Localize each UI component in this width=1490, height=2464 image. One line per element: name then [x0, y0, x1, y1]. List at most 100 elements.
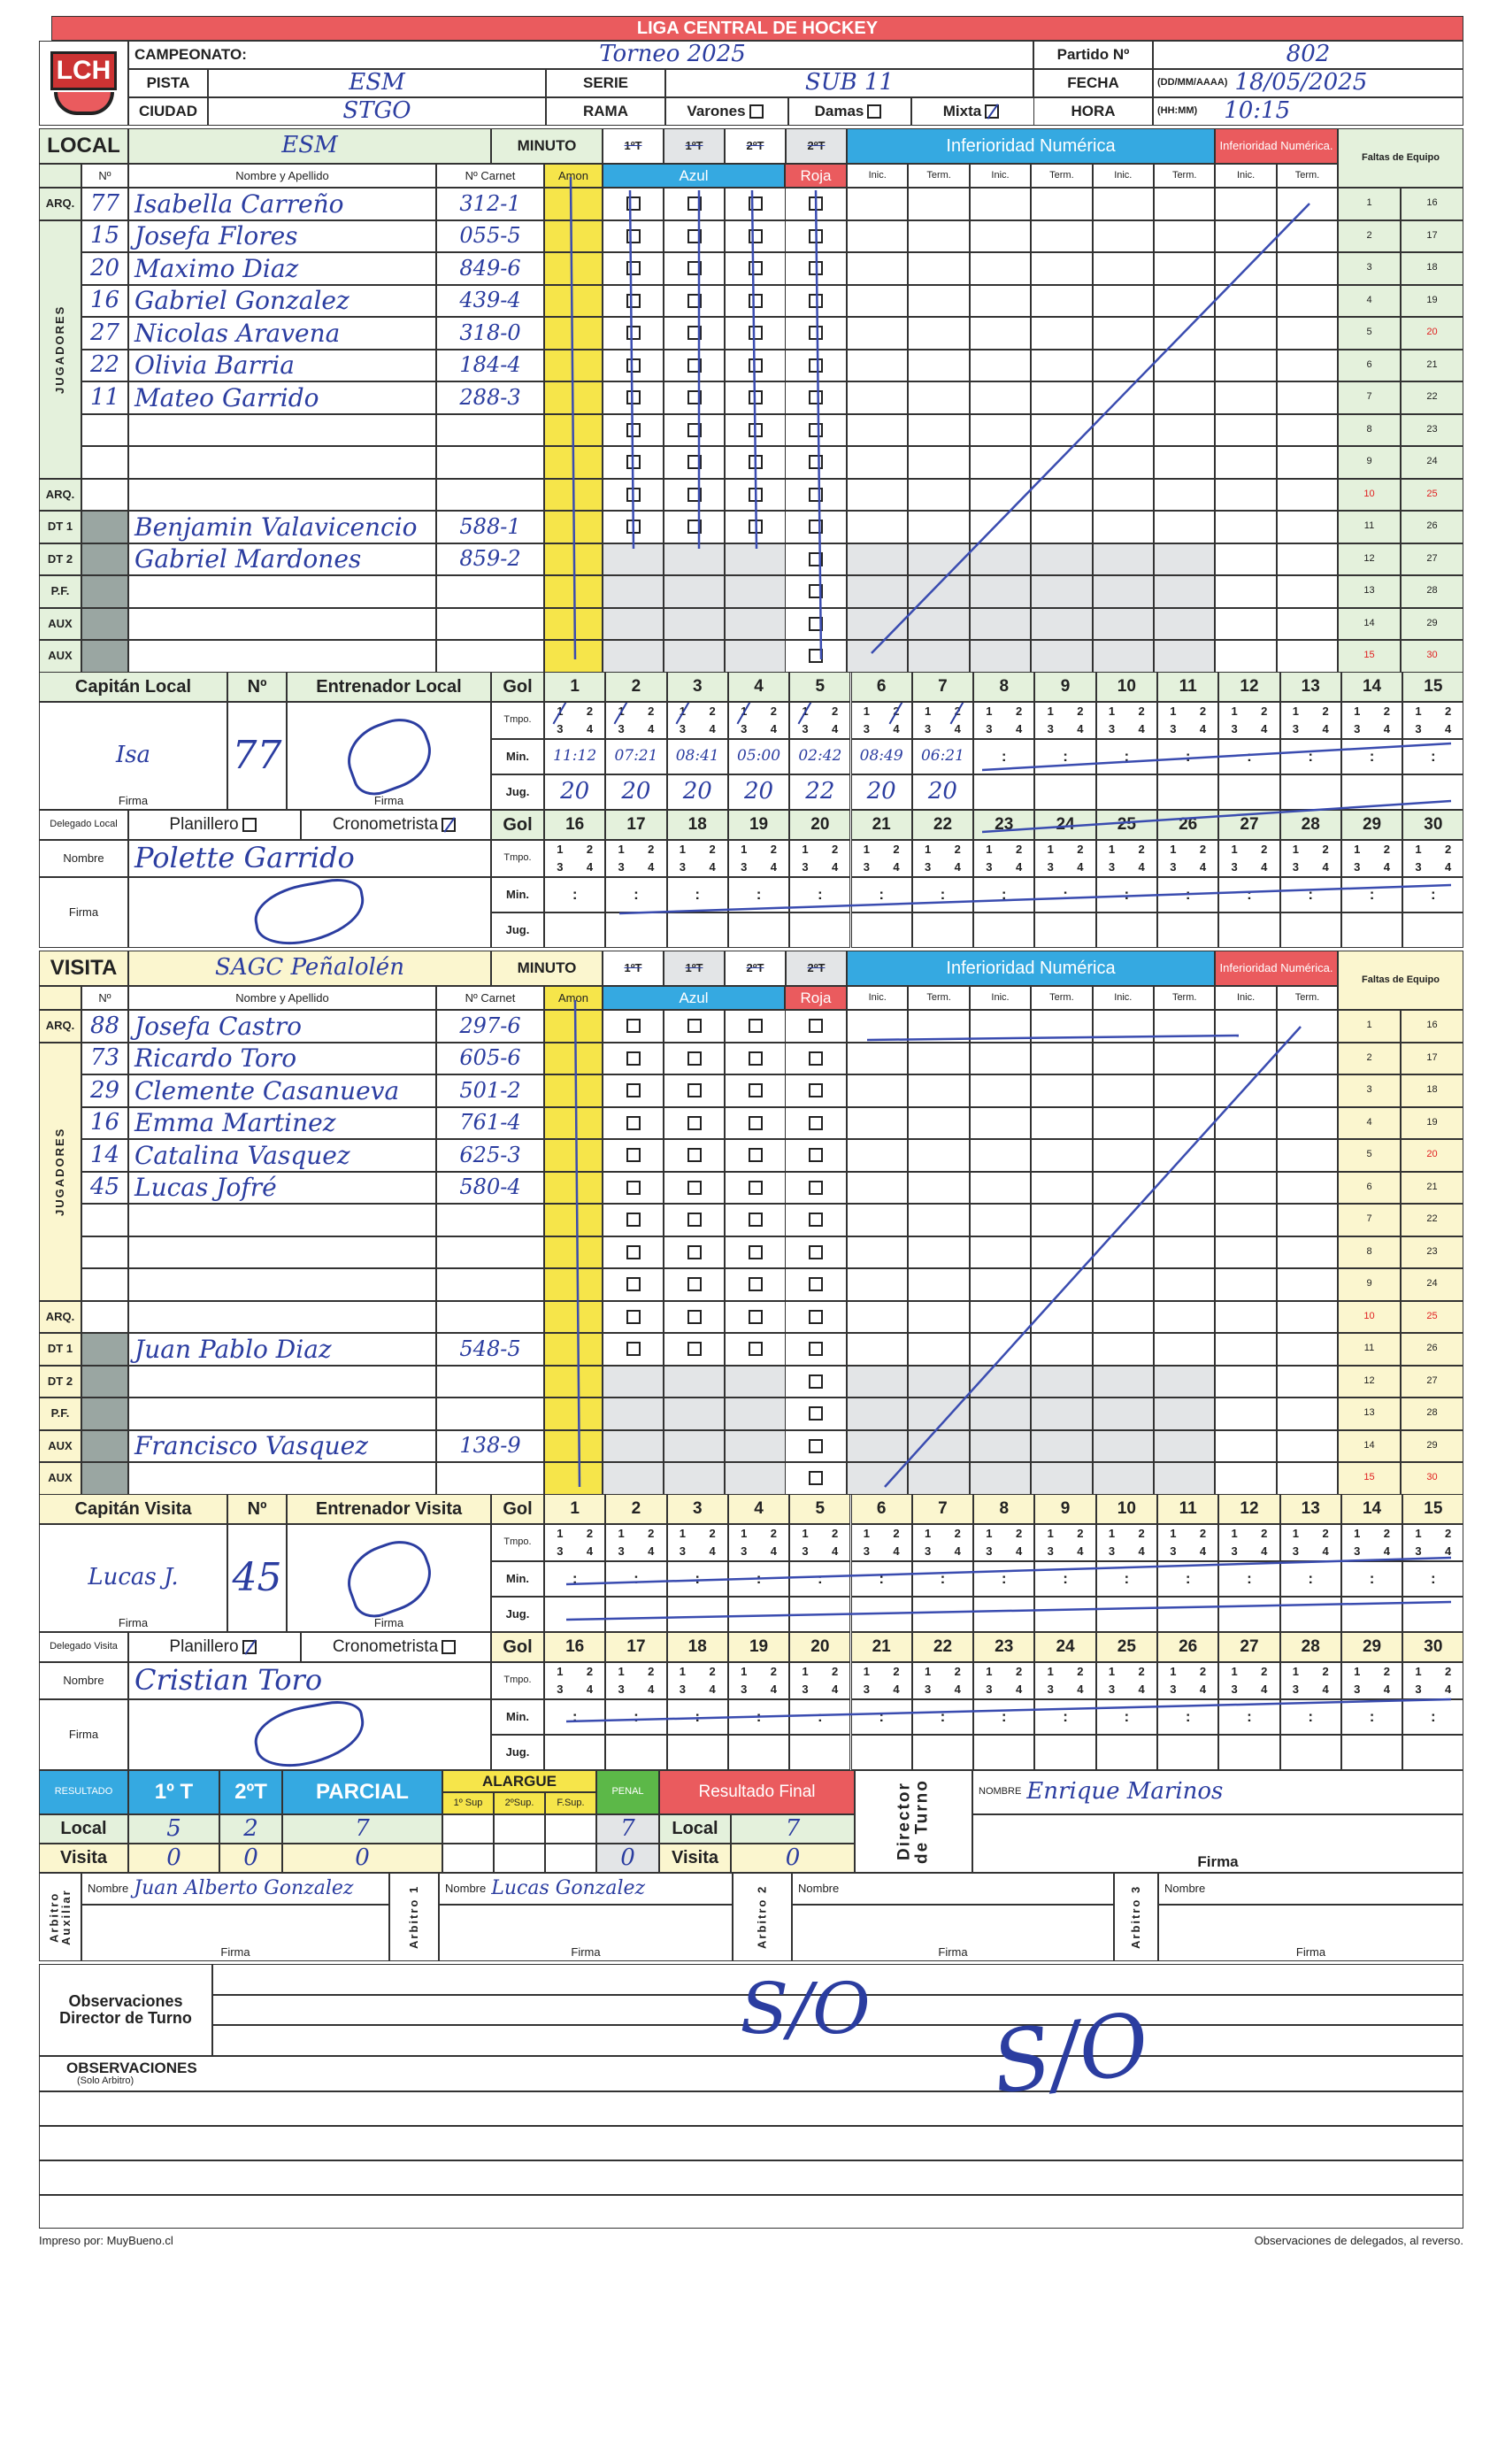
inferioridad-cell[interactable]: [1215, 1333, 1277, 1366]
inferioridad-cell[interactable]: [1276, 478, 1339, 511]
inferioridad-cell[interactable]: [908, 1268, 970, 1301]
inferioridad-cell[interactable]: [1031, 1462, 1093, 1495]
period-option[interactable]: 4: [770, 1544, 777, 1559]
amonestacion-cell[interactable]: [544, 640, 603, 673]
inferioridad-cell[interactable]: [1092, 1074, 1154, 1107]
referee-signature[interactable]: Firma: [439, 1905, 733, 1961]
team-foul-number[interactable]: 25: [1401, 478, 1463, 511]
azul-checkbox[interactable]: [687, 390, 702, 405]
period-option[interactable]: 3: [1170, 1544, 1177, 1559]
period-option[interactable]: 3: [741, 1682, 748, 1697]
azul-cell[interactable]: [725, 413, 786, 446]
inferioridad-cell[interactable]: [908, 1139, 970, 1172]
period-option[interactable]: 1: [557, 1665, 564, 1679]
hora-field[interactable]: (HH:MM) 10:15: [1153, 97, 1463, 126]
inferioridad-cell[interactable]: [1154, 1106, 1216, 1139]
period-option[interactable]: 3: [925, 860, 932, 874]
azul-cell[interactable]: [664, 1204, 725, 1236]
period-option[interactable]: 4: [832, 860, 839, 874]
goal-player[interactable]: [1095, 912, 1157, 948]
azul-cell[interactable]: [603, 478, 664, 511]
amonestacion-cell[interactable]: [544, 1171, 603, 1204]
team-foul-number[interactable]: 11: [1338, 1333, 1401, 1366]
inferioridad-cell[interactable]: [969, 575, 1032, 608]
period-option[interactable]: 2: [770, 843, 777, 857]
amonestacion-cell[interactable]: [544, 607, 603, 640]
team-foul-number[interactable]: 17: [1401, 1042, 1463, 1074]
visita-t2-score[interactable]: 0: [219, 1844, 282, 1873]
inferioridad-cell[interactable]: [1215, 284, 1277, 317]
period-option[interactable]: 1: [618, 843, 625, 857]
inferioridad-cell[interactable]: [1092, 1462, 1154, 1495]
inferioridad-cell[interactable]: [1031, 478, 1093, 511]
amonestacion-cell[interactable]: [544, 413, 603, 446]
inferioridad-cell[interactable]: [1154, 1204, 1216, 1236]
period-option[interactable]: 4: [832, 1544, 839, 1559]
period-option[interactable]: 4: [832, 722, 839, 736]
period-option[interactable]: 3: [986, 1544, 993, 1559]
inferioridad-cell[interactable]: [1215, 607, 1277, 640]
amonestacion-cell[interactable]: [544, 1268, 603, 1301]
azul-cell[interactable]: [664, 1010, 725, 1043]
inferioridad-cell[interactable]: [847, 511, 909, 543]
azul-cell[interactable]: [664, 1171, 725, 1204]
visita-alargue-score[interactable]: [494, 1844, 545, 1873]
player-carnet[interactable]: [436, 1398, 544, 1430]
goal-minute[interactable]: :: [1034, 1561, 1096, 1597]
inferioridad-cell[interactable]: [1215, 1462, 1277, 1495]
period-option[interactable]: 1: [802, 843, 809, 857]
inferioridad-cell[interactable]: [908, 1398, 970, 1430]
player-number[interactable]: 11: [81, 381, 128, 414]
inferioridad-cell[interactable]: [1276, 1365, 1339, 1398]
period-option[interactable]: 1: [1047, 1527, 1054, 1541]
inferioridad-cell[interactable]: [1154, 478, 1216, 511]
goal-player[interactable]: [1034, 1735, 1096, 1770]
team-foul-number[interactable]: 3: [1338, 252, 1401, 285]
player-carnet[interactable]: 318-0: [436, 317, 544, 350]
period-option[interactable]: 3: [1354, 1544, 1361, 1559]
period-option[interactable]: 2: [1138, 1665, 1145, 1679]
player-number[interactable]: [81, 446, 128, 479]
inferioridad-cell[interactable]: [969, 478, 1032, 511]
goal-period-cell[interactable]: 1 2 3 4: [1279, 1662, 1341, 1699]
azul-cell[interactable]: [664, 1333, 725, 1366]
period-option[interactable]: 3: [1170, 1682, 1177, 1697]
inferioridad-cell[interactable]: [969, 1106, 1032, 1139]
amonestacion-cell[interactable]: [544, 543, 603, 575]
azul-cell[interactable]: [725, 1106, 786, 1139]
roja-cell[interactable]: [785, 1300, 847, 1333]
azul-cell[interactable]: [725, 1074, 786, 1107]
azul-cell[interactable]: [725, 478, 786, 511]
goal-period-cell[interactable]: 1 2 3 4: [1402, 840, 1464, 877]
azul-cell[interactable]: [603, 284, 664, 317]
player-number[interactable]: 22: [81, 349, 128, 381]
period-option[interactable]: 3: [863, 1682, 870, 1697]
inferioridad-cell[interactable]: [1215, 252, 1277, 285]
period-option[interactable]: 1: [1354, 705, 1361, 719]
period-option[interactable]: 4: [1322, 722, 1329, 736]
inferioridad-cell[interactable]: [1276, 1300, 1339, 1333]
inferioridad-cell[interactable]: [1031, 349, 1093, 381]
player-name[interactable]: Mateo Garrido: [128, 381, 436, 414]
inferioridad-cell[interactable]: [1215, 1139, 1277, 1172]
goal-player[interactable]: 22: [789, 774, 851, 810]
amonestacion-cell[interactable]: [544, 1300, 603, 1333]
player-number[interactable]: 20: [81, 252, 128, 285]
period-option[interactable]: 3: [986, 860, 993, 874]
inferioridad-cell[interactable]: [1154, 188, 1216, 220]
period-option[interactable]: 1: [802, 1665, 809, 1679]
period-option[interactable]: 3: [1231, 1682, 1238, 1697]
rama-option-varones[interactable]: Varones: [665, 97, 788, 126]
amonestacion-cell[interactable]: [544, 317, 603, 350]
goal-player[interactable]: [911, 1597, 974, 1632]
amonestacion-cell[interactable]: [544, 1074, 603, 1107]
inferioridad-cell[interactable]: [1276, 1398, 1339, 1430]
roja-checkbox[interactable]: [809, 649, 823, 664]
inferioridad-cell[interactable]: [847, 1204, 909, 1236]
planillero-option[interactable]: Planillero: [128, 810, 301, 840]
inferioridad-cell[interactable]: [1031, 1010, 1093, 1043]
goal-player[interactable]: [1340, 912, 1403, 948]
goal-player[interactable]: [1034, 774, 1096, 810]
goal-period-cell[interactable]: 1 2 3 4: [666, 1662, 728, 1699]
azul-cell[interactable]: [603, 1333, 664, 1366]
